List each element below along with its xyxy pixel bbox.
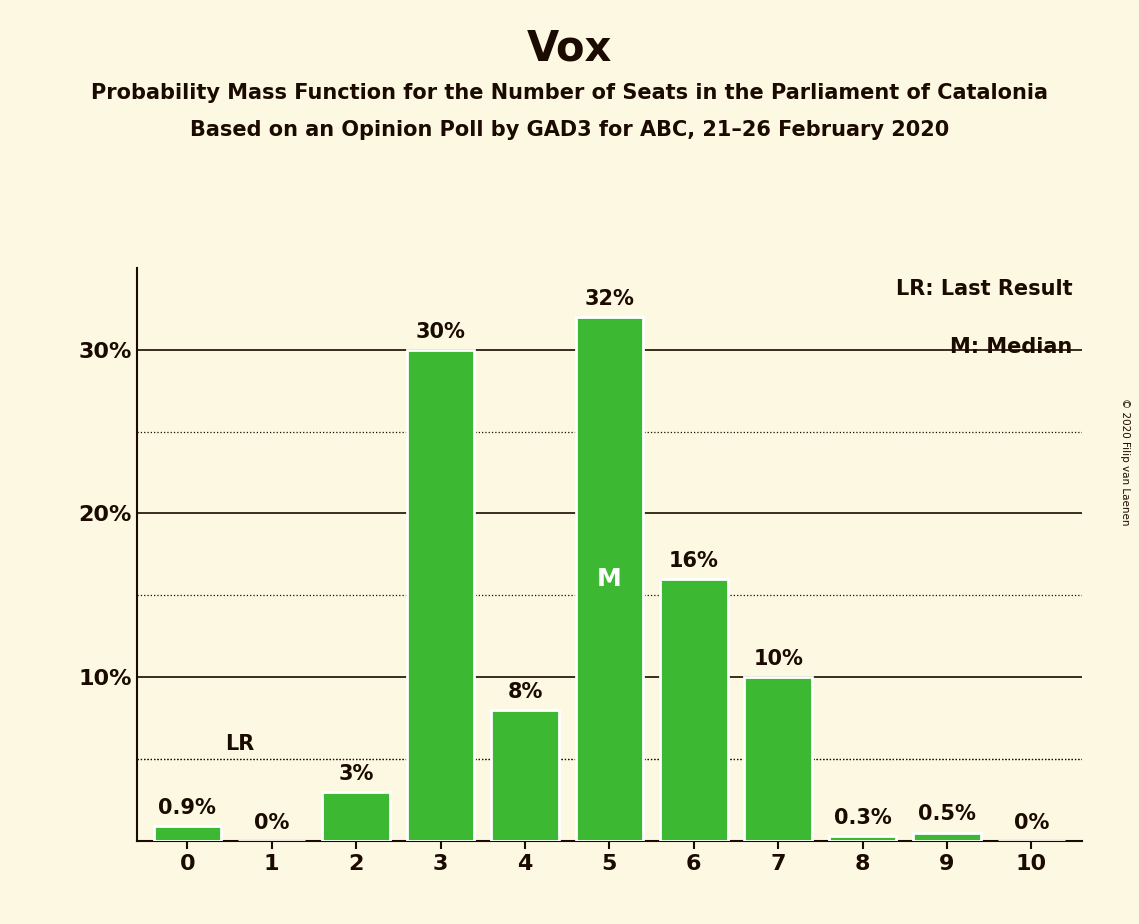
Text: 8%: 8% [507, 682, 542, 701]
Text: 0.3%: 0.3% [834, 808, 892, 828]
Bar [829, 836, 896, 841]
Text: 3%: 3% [338, 763, 374, 784]
Text: 0.5%: 0.5% [918, 805, 976, 824]
Bar [154, 826, 221, 841]
Bar [913, 833, 981, 841]
Bar [745, 677, 812, 841]
Text: 10%: 10% [753, 649, 803, 669]
Text: 0%: 0% [254, 812, 289, 833]
Text: 30%: 30% [416, 322, 466, 342]
Text: M: Median: M: Median [950, 336, 1073, 357]
Bar [407, 350, 474, 841]
Text: LR: Last Result: LR: Last Result [896, 279, 1073, 299]
Bar [575, 317, 644, 841]
Bar [659, 579, 728, 841]
Text: M: M [597, 567, 622, 591]
Text: Probability Mass Function for the Number of Seats in the Parliament of Catalonia: Probability Mass Function for the Number… [91, 83, 1048, 103]
Text: 32%: 32% [584, 289, 634, 309]
Text: 16%: 16% [669, 551, 719, 571]
Text: © 2020 Filip van Laenen: © 2020 Filip van Laenen [1121, 398, 1130, 526]
Text: Vox: Vox [527, 28, 612, 69]
Text: 0%: 0% [1014, 812, 1049, 833]
Text: LR: LR [226, 734, 254, 754]
Bar [491, 710, 559, 841]
Text: Based on an Opinion Poll by GAD3 for ABC, 21–26 February 2020: Based on an Opinion Poll by GAD3 for ABC… [190, 120, 949, 140]
Text: 0.9%: 0.9% [158, 798, 216, 818]
Bar [322, 792, 390, 841]
